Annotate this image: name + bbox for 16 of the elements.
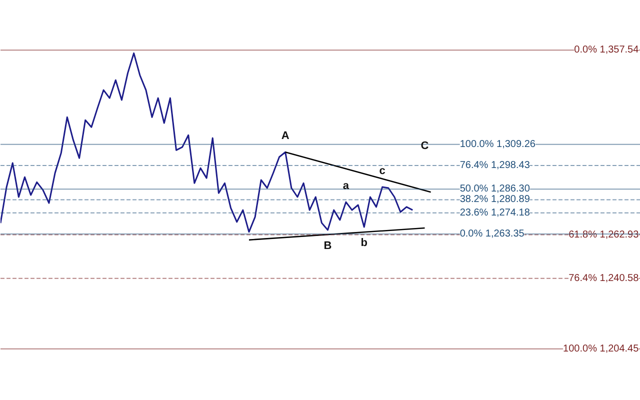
- ref-line-label: 0.0% 1,357.54: [574, 44, 640, 56]
- data-label: a: [342, 180, 350, 192]
- data-label: A: [281, 130, 290, 142]
- data-label: c: [379, 165, 386, 178]
- ref-line-label: 100.0% 1,309.26: [460, 138, 536, 150]
- ref-line-label: 50.0% 1,286.30: [460, 184, 530, 195]
- data-label: B: [324, 240, 332, 252]
- ref-line-label: 38.2% 1,280.89: [460, 194, 530, 206]
- ref-line-label: 61.8% 1,262.93: [568, 229, 640, 240]
- ref-line-label: 76.4% 1,298.43: [460, 160, 530, 172]
- ref-line-label: 100.0% 1,204.45: [563, 343, 640, 354]
- text: C: [420, 140, 429, 152]
- ref-line-label: 76.4% 1,240.58: [568, 272, 640, 284]
- ref-line-label: 0.0% 1,263.35: [460, 228, 525, 240]
- ref-line-label: 23.6% 1,274.18: [460, 207, 530, 218]
- data-label: b: [360, 237, 368, 250]
